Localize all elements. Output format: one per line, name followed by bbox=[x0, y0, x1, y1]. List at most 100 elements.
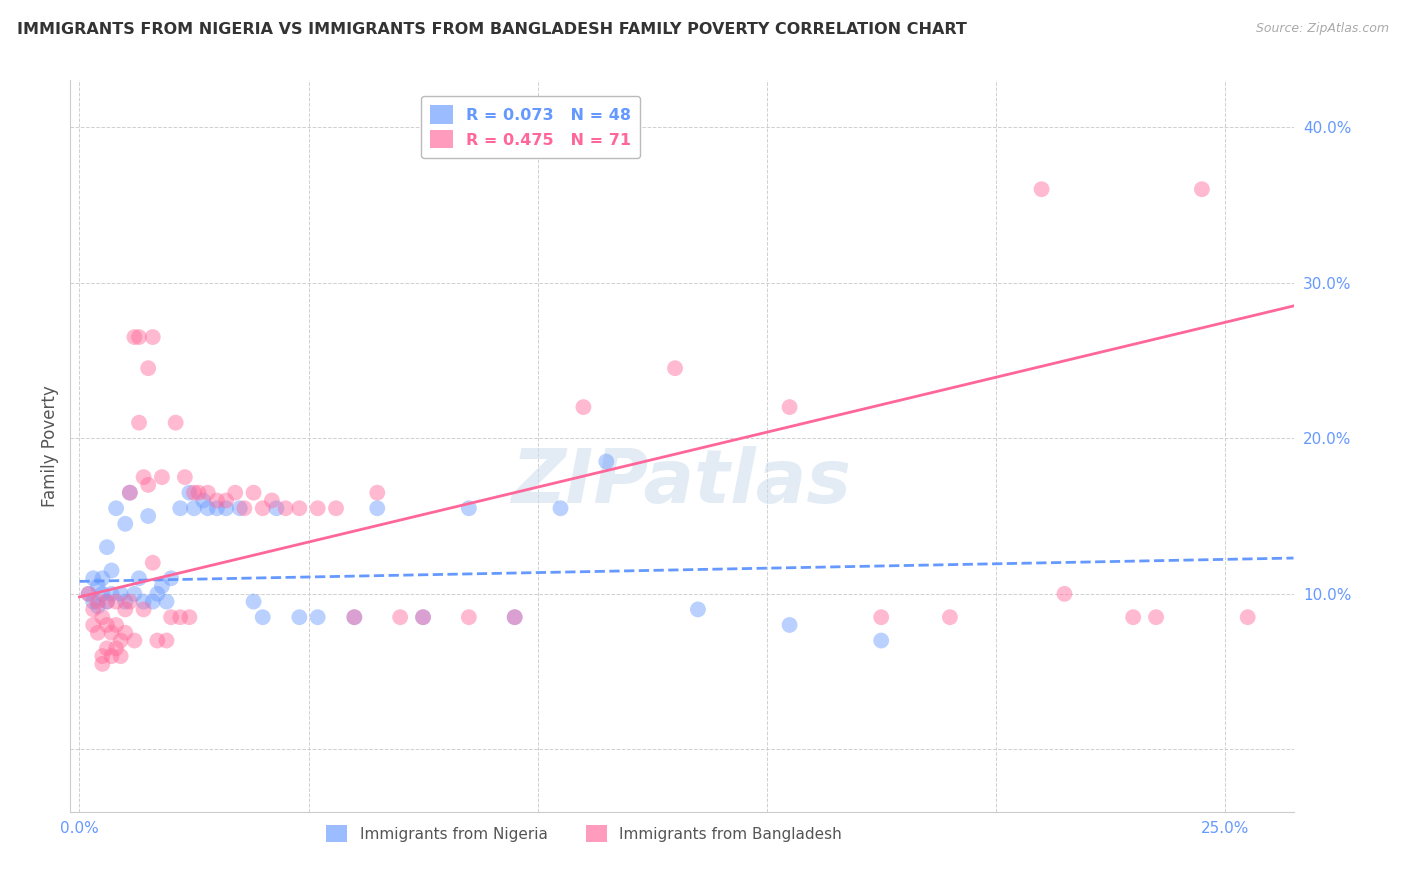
Point bbox=[179, 610, 201, 624]
Point bbox=[572, 400, 595, 414]
Point bbox=[132, 594, 155, 608]
Point bbox=[183, 501, 205, 516]
Point bbox=[146, 633, 169, 648]
Point bbox=[169, 501, 191, 516]
Point bbox=[686, 602, 709, 616]
Text: ZIPatlas: ZIPatlas bbox=[512, 446, 852, 519]
Point bbox=[110, 649, 132, 664]
Point bbox=[96, 594, 118, 608]
Point bbox=[197, 485, 219, 500]
Point bbox=[242, 485, 264, 500]
Point bbox=[288, 501, 311, 516]
Point bbox=[155, 594, 177, 608]
Point bbox=[128, 330, 150, 344]
Point bbox=[205, 501, 228, 516]
Point bbox=[503, 610, 526, 624]
Point bbox=[197, 501, 219, 516]
Point bbox=[457, 501, 479, 516]
Point bbox=[205, 493, 228, 508]
Point bbox=[155, 633, 177, 648]
Y-axis label: Family Poverty: Family Poverty bbox=[41, 385, 59, 507]
Point bbox=[1191, 182, 1213, 196]
Point bbox=[183, 485, 205, 500]
Point bbox=[128, 416, 150, 430]
Point bbox=[939, 610, 962, 624]
Point bbox=[366, 485, 388, 500]
Point bbox=[96, 641, 118, 656]
Point bbox=[187, 485, 209, 500]
Point bbox=[664, 361, 686, 376]
Point bbox=[114, 625, 136, 640]
Point bbox=[343, 610, 366, 624]
Point bbox=[136, 478, 159, 492]
Point bbox=[779, 400, 801, 414]
Point bbox=[595, 454, 617, 468]
Point bbox=[142, 330, 165, 344]
Text: IMMIGRANTS FROM NIGERIA VS IMMIGRANTS FROM BANGLADESH FAMILY POVERTY CORRELATION: IMMIGRANTS FROM NIGERIA VS IMMIGRANTS FR… bbox=[17, 22, 967, 37]
Point bbox=[82, 618, 104, 632]
Point bbox=[412, 610, 434, 624]
Point bbox=[142, 594, 165, 608]
Point bbox=[124, 633, 146, 648]
Point bbox=[325, 501, 347, 516]
Point bbox=[150, 470, 173, 484]
Point bbox=[105, 594, 128, 608]
Point bbox=[160, 610, 183, 624]
Point bbox=[169, 610, 191, 624]
Point bbox=[870, 610, 893, 624]
Point bbox=[91, 657, 114, 671]
Point bbox=[91, 587, 114, 601]
Point bbox=[136, 361, 159, 376]
Point bbox=[179, 485, 201, 500]
Point bbox=[77, 587, 100, 601]
Point bbox=[1236, 610, 1258, 624]
Point bbox=[343, 610, 366, 624]
Point bbox=[142, 556, 165, 570]
Point bbox=[252, 501, 274, 516]
Point bbox=[96, 540, 118, 554]
Point bbox=[114, 602, 136, 616]
Point bbox=[307, 610, 329, 624]
Point bbox=[136, 509, 159, 524]
Point bbox=[366, 501, 388, 516]
Legend: Immigrants from Nigeria, Immigrants from Bangladesh: Immigrants from Nigeria, Immigrants from… bbox=[316, 815, 851, 852]
Point bbox=[132, 602, 155, 616]
Point bbox=[100, 587, 122, 601]
Text: Source: ZipAtlas.com: Source: ZipAtlas.com bbox=[1256, 22, 1389, 36]
Point bbox=[105, 501, 128, 516]
Point bbox=[82, 602, 104, 616]
Point bbox=[307, 501, 329, 516]
Point bbox=[124, 330, 146, 344]
Point bbox=[150, 579, 173, 593]
Point bbox=[110, 587, 132, 601]
Point bbox=[100, 625, 122, 640]
Point bbox=[266, 501, 288, 516]
Point bbox=[165, 416, 187, 430]
Point bbox=[114, 594, 136, 608]
Point bbox=[118, 485, 141, 500]
Point bbox=[118, 594, 141, 608]
Point bbox=[229, 501, 252, 516]
Point bbox=[215, 493, 238, 508]
Point bbox=[1031, 182, 1053, 196]
Point bbox=[173, 470, 195, 484]
Point bbox=[260, 493, 283, 508]
Point bbox=[124, 587, 146, 601]
Point bbox=[252, 610, 274, 624]
Point bbox=[87, 579, 110, 593]
Point bbox=[503, 610, 526, 624]
Point bbox=[160, 571, 183, 585]
Point bbox=[550, 501, 572, 516]
Point bbox=[96, 594, 118, 608]
Point bbox=[1122, 610, 1144, 624]
Point bbox=[191, 493, 214, 508]
Point bbox=[274, 501, 297, 516]
Point bbox=[91, 649, 114, 664]
Point bbox=[105, 641, 128, 656]
Point bbox=[100, 564, 122, 578]
Point bbox=[242, 594, 264, 608]
Point bbox=[389, 610, 412, 624]
Point bbox=[233, 501, 256, 516]
Point bbox=[82, 571, 104, 585]
Point bbox=[96, 618, 118, 632]
